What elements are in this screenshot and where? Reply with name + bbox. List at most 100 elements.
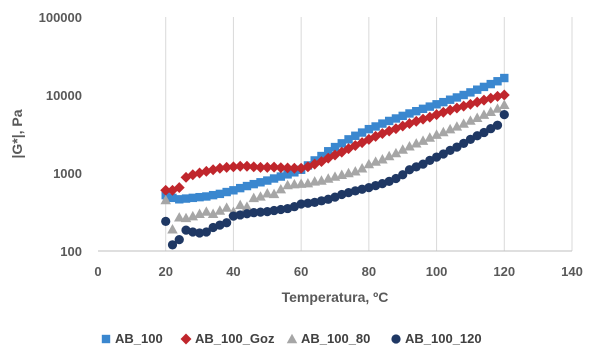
data-point xyxy=(221,202,232,212)
x-tick-label: 120 xyxy=(493,264,515,279)
data-point xyxy=(486,79,495,89)
data-point xyxy=(175,195,184,204)
data-point xyxy=(471,112,483,123)
data-point xyxy=(383,150,395,161)
data-point xyxy=(241,201,253,211)
data-point xyxy=(222,187,231,197)
data-point xyxy=(451,121,463,131)
data-points xyxy=(160,73,510,250)
data-point xyxy=(337,139,346,148)
data-point xyxy=(261,161,273,173)
data-point xyxy=(188,193,197,203)
data-point xyxy=(384,116,394,126)
data-point xyxy=(188,227,198,237)
data-point xyxy=(350,166,361,176)
data-point xyxy=(194,167,206,179)
data-point xyxy=(466,88,475,97)
y-tick-label: 10000 xyxy=(46,88,82,103)
data-point xyxy=(351,131,360,140)
legend-label: AB_100_80 xyxy=(301,331,370,346)
data-point xyxy=(208,190,218,200)
legend-item: AB_100 xyxy=(101,331,163,346)
data-point xyxy=(418,159,428,169)
legend-label: AB_100_120 xyxy=(405,331,482,346)
data-point xyxy=(397,144,408,154)
data-point xyxy=(398,111,407,121)
data-point xyxy=(236,183,245,193)
legend-marker xyxy=(286,333,298,344)
data-point xyxy=(363,158,375,169)
data-point xyxy=(431,129,442,139)
data-point xyxy=(492,120,503,130)
legend-label: AB_100 xyxy=(115,331,163,346)
data-point xyxy=(459,90,468,100)
y-tick-label: 100 xyxy=(60,244,82,259)
x-tick-label: 0 xyxy=(94,264,101,279)
data-point xyxy=(363,133,375,145)
y-axis-ticks: 100 1000 10000 100000 xyxy=(39,10,82,259)
legend-label: AB_100_Goz xyxy=(195,331,275,346)
data-point xyxy=(452,142,462,152)
data-point xyxy=(465,115,476,125)
data-point xyxy=(215,189,225,199)
data-point xyxy=(500,73,509,83)
data-point xyxy=(255,191,266,201)
x-tick-label: 60 xyxy=(294,264,308,279)
series-AB_100_Goz xyxy=(160,89,510,196)
data-point xyxy=(424,111,436,123)
data-point xyxy=(425,102,434,111)
x-tick-label: 140 xyxy=(561,264,583,279)
data-point xyxy=(174,234,184,245)
data-point xyxy=(499,110,509,120)
data-point xyxy=(493,77,502,86)
data-point xyxy=(398,170,408,180)
data-point xyxy=(459,138,469,148)
data-point xyxy=(439,97,448,107)
legend: AB_100 AB_100_Goz AB_100_80 AB_100_120 xyxy=(101,331,482,346)
data-point xyxy=(356,163,368,173)
data-point xyxy=(275,183,287,194)
data-point xyxy=(376,128,388,140)
data-point xyxy=(173,182,185,194)
data-point xyxy=(268,188,280,199)
data-point xyxy=(485,106,496,116)
data-point xyxy=(168,193,177,203)
data-point xyxy=(444,104,456,116)
data-point xyxy=(324,147,333,156)
legend-item: AB_100_Goz xyxy=(180,331,275,346)
data-point xyxy=(222,218,232,228)
data-point xyxy=(161,216,171,226)
data-point xyxy=(242,181,252,191)
data-point xyxy=(214,205,226,215)
data-point xyxy=(256,178,265,187)
data-point xyxy=(255,207,266,217)
data-point xyxy=(438,126,449,137)
x-tick-label: 40 xyxy=(226,264,240,279)
data-point xyxy=(207,164,219,176)
data-point xyxy=(249,179,258,189)
data-point xyxy=(391,114,401,123)
data-point xyxy=(492,103,503,113)
data-point xyxy=(160,184,172,196)
legend-marker xyxy=(180,333,192,345)
data-point xyxy=(479,127,489,138)
data-point xyxy=(317,151,326,161)
data-point xyxy=(390,147,402,158)
data-point xyxy=(438,149,448,159)
data-point xyxy=(378,119,387,128)
data-point xyxy=(282,162,294,174)
data-point xyxy=(288,162,300,174)
data-point xyxy=(424,132,436,142)
data-point xyxy=(302,161,314,173)
data-point xyxy=(276,204,286,215)
x-tick-label: 20 xyxy=(158,264,172,279)
data-point xyxy=(214,162,226,174)
series-AB_100_120 xyxy=(161,110,509,250)
data-point xyxy=(296,199,306,209)
data-point xyxy=(229,186,238,195)
data-point xyxy=(202,192,211,201)
data-point xyxy=(248,161,260,173)
data-point xyxy=(364,124,374,134)
data-point xyxy=(167,240,178,250)
data-point xyxy=(444,123,456,134)
